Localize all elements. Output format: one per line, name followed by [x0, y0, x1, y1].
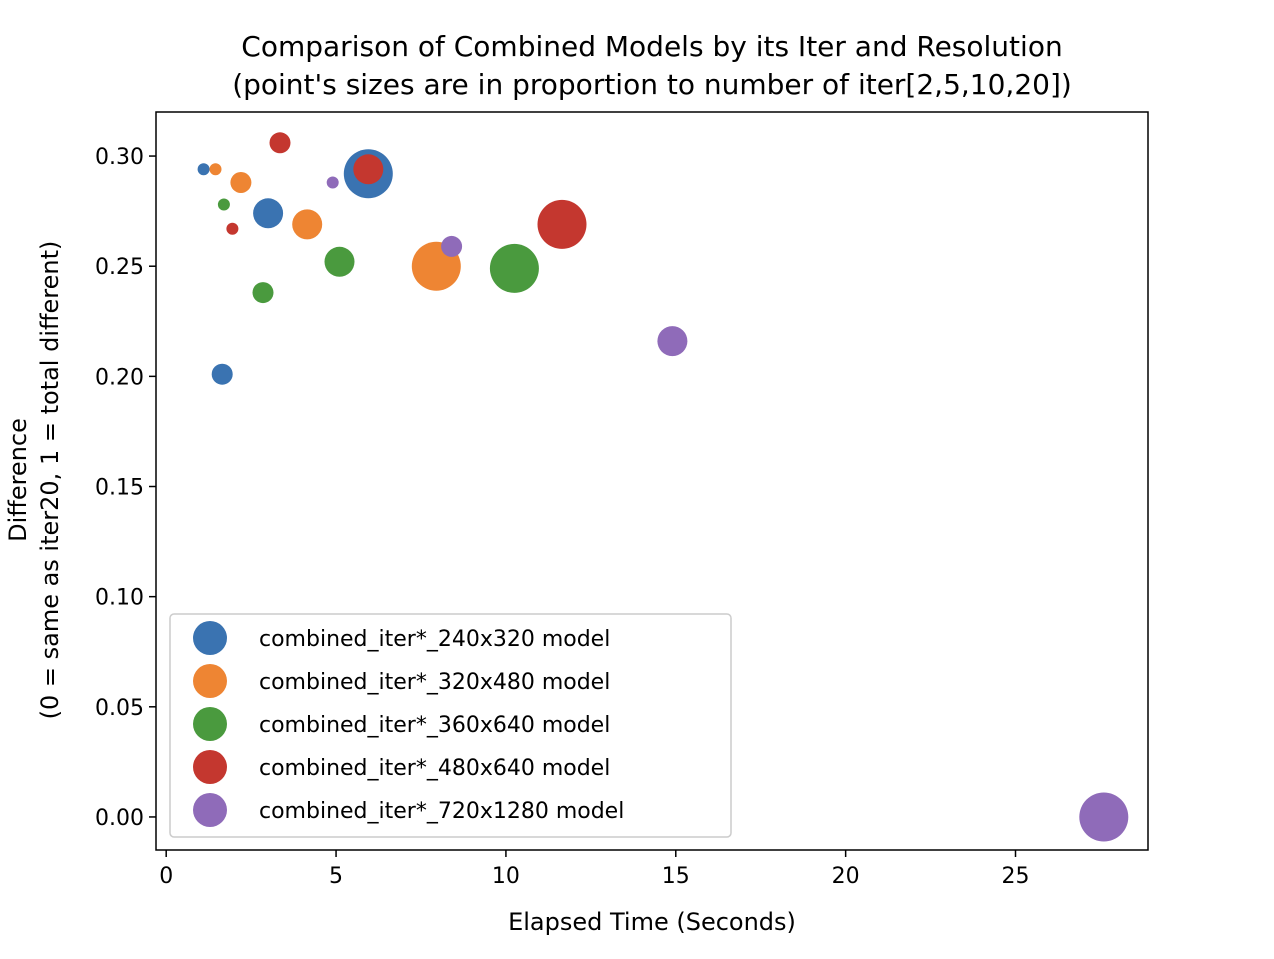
data-point-series-0-iter-2: [197, 163, 210, 176]
y-axis: 0.00 0.05 0.10 0.15 0.20 0.25 0.30: [95, 145, 156, 831]
y-axis-label-line-1: Difference: [4, 418, 32, 542]
legend-label-0: combined_iter*_240x320 model: [259, 627, 610, 652]
plot-area: [197, 132, 1129, 842]
legend-label-2: combined_iter*_360x640 model: [259, 713, 610, 738]
data-point-series-4-iter-2: [326, 176, 339, 189]
data-point-series-2-iter-10: [324, 246, 355, 277]
legend-marker-0: [193, 621, 227, 655]
data-point-series-4-iter-10: [657, 326, 688, 357]
x-axis: 0 5 10 15 20 25: [159, 850, 1030, 889]
y-axis-label: Difference (0 = same as iter20, 1 = tota…: [4, 241, 64, 720]
data-point-series-0-iter-5: [211, 363, 233, 385]
chart-title-line-2: (point's sizes are in proportion to numb…: [232, 68, 1072, 101]
chart-title-line-1: Comparison of Combined Models by its Ite…: [241, 30, 1062, 63]
y-tick-label: 0.15: [95, 476, 144, 501]
data-point-series-1-iter-5: [230, 172, 252, 193]
legend-label-1: combined_iter*_320x480 model: [259, 670, 610, 695]
data-point-series-4-iter-20: [1079, 792, 1129, 842]
data-point-series-3-iter-2: [226, 222, 239, 235]
legend-marker-4: [193, 793, 227, 827]
data-point-series-2-iter-20: [489, 243, 539, 293]
x-tick-label: 0: [159, 864, 173, 889]
x-tick-label: 15: [662, 864, 690, 889]
data-point-series-3-iter-5: [269, 132, 291, 154]
data-point-series-4-iter-5: [441, 235, 463, 257]
data-point-series-3-iter-10: [353, 154, 384, 185]
y-tick-label: 0.25: [95, 255, 144, 280]
data-point-series-3-iter-20: [537, 199, 587, 249]
legend-label-3: combined_iter*_480x640 model: [259, 756, 610, 781]
data-point-series-0-iter-10: [253, 198, 284, 229]
legend-label-4: combined_iter*_720x1280 model: [259, 799, 624, 824]
y-tick-label: 0.10: [95, 586, 144, 611]
y-axis-label-line-2: (0 = same as iter20, 1 = total different…: [36, 241, 64, 720]
y-tick-label: 0.05: [95, 696, 144, 721]
data-point-series-1-iter-2: [209, 163, 222, 176]
legend-frame: [169, 613, 732, 838]
x-tick-label: 20: [832, 864, 860, 889]
legend: combined_iter*_240x320 model combined_ite…: [169, 613, 732, 838]
data-point-series-2-iter-2: [217, 198, 230, 211]
legend-marker-3: [193, 750, 227, 784]
plot-frame: [155, 111, 1149, 851]
y-tick-label: 0.20: [95, 365, 144, 390]
x-tick-label: 5: [329, 864, 343, 889]
data-point-series-2-iter-5: [252, 282, 274, 304]
data-point-series-1-iter-10: [292, 209, 323, 240]
y-tick-label: 0.00: [95, 806, 144, 831]
x-tick-label: 25: [1002, 864, 1030, 889]
legend-marker-2: [193, 707, 227, 741]
y-tick-label: 0.30: [95, 145, 144, 170]
x-tick-label: 10: [492, 864, 520, 889]
x-axis-label: Elapsed Time (Seconds): [508, 908, 796, 936]
legend-marker-1: [193, 664, 227, 698]
